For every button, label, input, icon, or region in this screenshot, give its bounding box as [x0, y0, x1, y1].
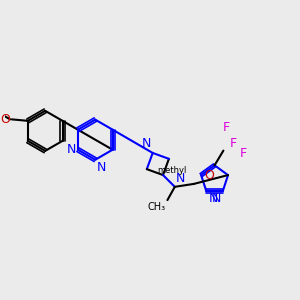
Text: CH₃: CH₃: [148, 202, 166, 212]
Text: O: O: [0, 113, 10, 126]
Text: N: N: [97, 161, 106, 174]
Text: F: F: [223, 122, 230, 134]
Text: N: N: [208, 192, 218, 206]
Text: N: N: [142, 137, 151, 150]
Text: methyl: methyl: [157, 166, 187, 175]
Text: N: N: [176, 172, 185, 185]
Text: F: F: [240, 147, 247, 160]
Text: N: N: [67, 143, 76, 156]
Text: F: F: [230, 137, 237, 150]
Text: N: N: [212, 192, 221, 206]
Text: O: O: [204, 169, 214, 182]
